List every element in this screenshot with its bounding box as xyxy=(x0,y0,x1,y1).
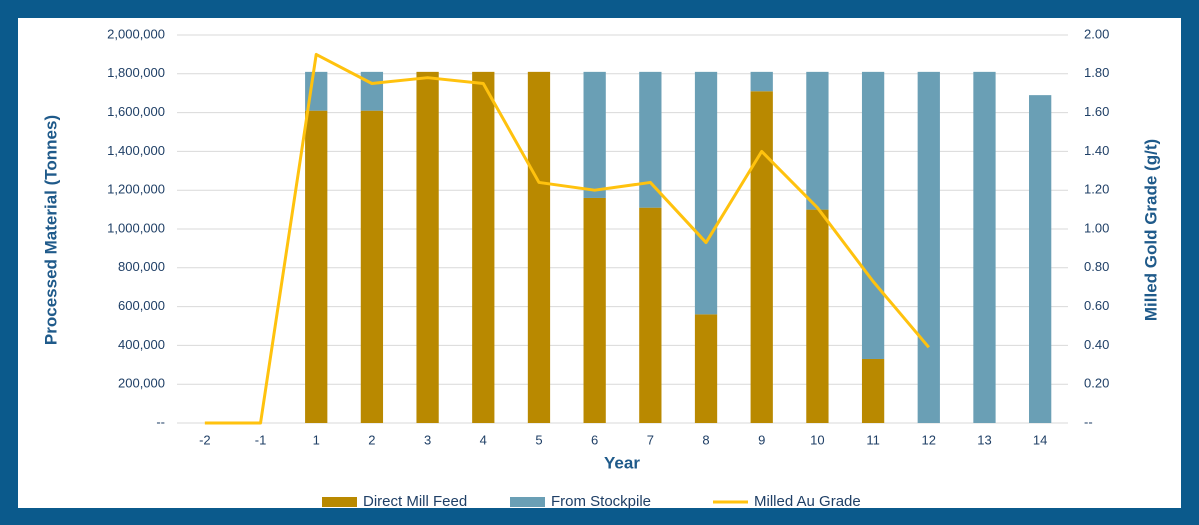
legend-label: Direct Mill Feed xyxy=(363,493,467,510)
y-tick-label: 400,000 xyxy=(118,337,165,352)
y2-tick-label: 1.80 xyxy=(1084,65,1109,80)
x-tick-label: 12 xyxy=(922,432,936,447)
x-tick-label: 14 xyxy=(1033,432,1047,447)
bar xyxy=(1029,95,1052,423)
y2-axis-title: Milled Gold Grade (g/t) xyxy=(1141,139,1160,321)
y2-tick-label: 0.40 xyxy=(1084,337,1109,352)
y-tick-label: 1,800,000 xyxy=(107,65,165,80)
y-tick-label: 1,000,000 xyxy=(107,220,165,235)
x-tick-label: 13 xyxy=(977,432,991,447)
bar xyxy=(694,314,718,423)
x-tick-label: 10 xyxy=(810,432,824,447)
y-tick-label: 800,000 xyxy=(118,259,165,274)
bar xyxy=(472,71,495,424)
y2-tick-label: 1.20 xyxy=(1084,182,1109,197)
x-tick-label: 6 xyxy=(591,432,598,447)
x-tick-label: 11 xyxy=(866,432,880,447)
y2-tick-label: 0.20 xyxy=(1084,376,1109,391)
bar xyxy=(750,71,773,92)
bar xyxy=(917,71,940,424)
bar xyxy=(639,207,662,423)
x-tick-label: 3 xyxy=(424,432,431,447)
bar xyxy=(583,71,606,198)
x-tick-label: 7 xyxy=(647,432,654,447)
bar xyxy=(305,110,328,423)
x-tick-label: 9 xyxy=(758,432,765,447)
x-tick-label: -1 xyxy=(255,432,267,447)
x-tick-label: 5 xyxy=(535,432,542,447)
x-tick-label: 1 xyxy=(313,432,320,447)
y-tick-label: 1,200,000 xyxy=(107,182,165,197)
x-tick-label: 8 xyxy=(702,432,709,447)
bar xyxy=(639,71,662,208)
legend-swatch xyxy=(322,497,357,507)
y2-tick-label: 1.40 xyxy=(1084,143,1109,158)
x-tick-label: -2 xyxy=(199,432,211,447)
bar xyxy=(416,71,439,424)
bar xyxy=(360,71,384,111)
bar xyxy=(583,197,606,423)
y-tick-label: 200,000 xyxy=(118,376,165,391)
y-tick-label: 600,000 xyxy=(118,298,165,313)
bar xyxy=(527,71,551,424)
y2-tick-label: 1.00 xyxy=(1084,220,1109,235)
bar xyxy=(806,209,829,423)
y2-tick-label: -- xyxy=(1084,414,1093,429)
bar xyxy=(694,71,718,315)
x-tick-label: 4 xyxy=(480,432,487,447)
bar xyxy=(861,71,885,359)
bar xyxy=(750,91,773,423)
line xyxy=(204,52,930,425)
y-tick-label: 2,000,000 xyxy=(107,26,165,41)
y-axis-title: Processed Material (Tonnes) xyxy=(41,115,60,345)
bar xyxy=(806,71,829,210)
x-axis-title: Year xyxy=(604,453,640,472)
legend-swatch xyxy=(510,497,545,507)
x-tick-label: 2 xyxy=(368,432,375,447)
y2-tick-label: 0.60 xyxy=(1084,298,1109,313)
bar xyxy=(973,71,996,424)
y-tick-label: 1,600,000 xyxy=(107,104,165,119)
y2-tick-label: 2.00 xyxy=(1084,26,1109,41)
y-tick-label: -- xyxy=(156,414,165,429)
y2-tick-label: 0.80 xyxy=(1084,259,1109,274)
y2-tick-label: 1.60 xyxy=(1084,104,1109,119)
legend-label: Milled Au Grade xyxy=(754,493,861,510)
y-tick-label: 1,400,000 xyxy=(107,143,165,158)
legend-label: From Stockpile xyxy=(551,493,651,510)
bar xyxy=(360,110,384,423)
bar xyxy=(861,358,885,423)
